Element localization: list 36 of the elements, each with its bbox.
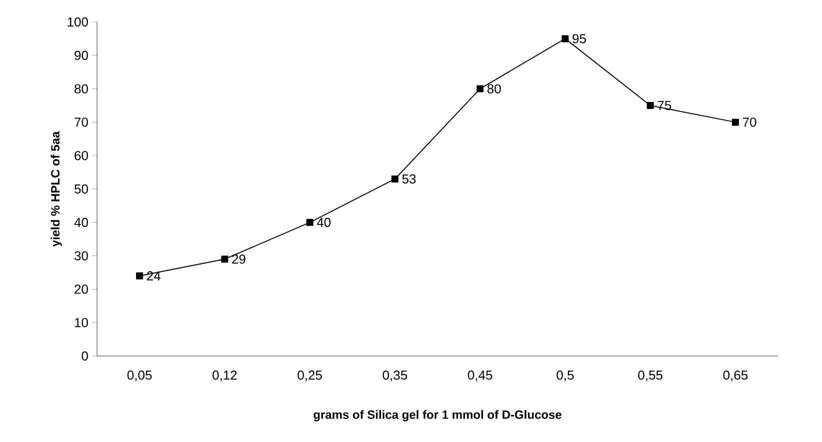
point: [732, 118, 739, 126]
point: [646, 102, 654, 109]
data-label: 40: [316, 218, 331, 227]
y-tick-label: 80: [74, 84, 88, 94]
y-tick-label: 50: [74, 184, 88, 194]
x-tick-label: 0,35: [382, 370, 408, 382]
point: [306, 218, 314, 226]
x-tick-label: 0,12: [212, 370, 237, 382]
y-tick-label: 10: [75, 318, 88, 328]
data-label: 53: [402, 174, 416, 184]
point: [562, 35, 569, 42]
y-axis-title: yield % HPLC of 5aa: [50, 131, 62, 247]
data-label: 95: [572, 34, 586, 44]
y-tick-label: 20: [74, 284, 88, 294]
y-tick-label: 40: [74, 218, 88, 227]
x-tick-label: 0,5: [556, 370, 574, 382]
y-tick-label: 30: [74, 251, 88, 260]
x-tick-label: 0,25: [298, 370, 322, 382]
x-tick-label: 0,45: [468, 370, 492, 382]
y-tick-label: 100: [68, 17, 88, 27]
point: [136, 272, 144, 280]
point: [476, 85, 484, 92]
point: [221, 256, 228, 263]
data-label: 70: [742, 118, 756, 127]
data-label: 24: [147, 271, 160, 280]
data-label: 80: [487, 84, 501, 94]
x-tick-label: 0,65: [723, 370, 748, 382]
x-tick-label: 0,55: [638, 370, 662, 382]
x-axis-title: grams of Silica gel for 1 mmol of D-Glucose: [314, 410, 562, 422]
y-tick-label: 70: [74, 118, 88, 127]
x-tick-label: 0,05: [127, 370, 152, 382]
data-label: 29: [232, 254, 246, 264]
point: [391, 175, 398, 182]
y-tick-label: 60: [74, 150, 88, 160]
y-tick-label: 0: [82, 351, 88, 361]
y-tick-label: 90: [74, 50, 88, 60]
